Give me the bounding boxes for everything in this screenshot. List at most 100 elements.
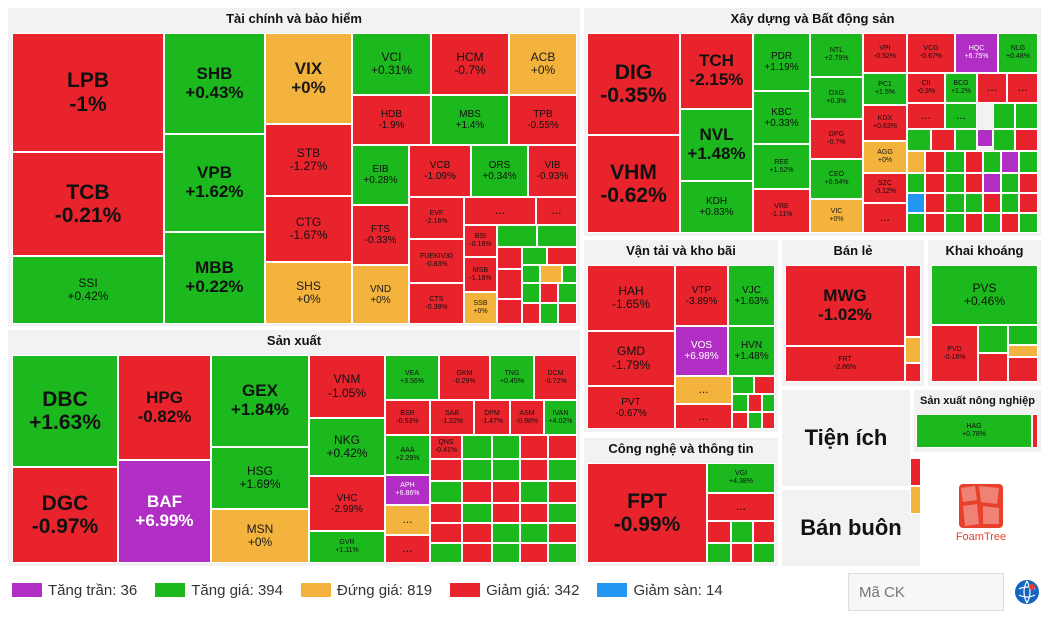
tile-SSB[interactable]: SSB +0%	[464, 292, 497, 324]
small-tile[interactable]	[540, 283, 558, 303]
tile-HQC[interactable]: HQC +6.75%	[955, 33, 998, 73]
tile-GKM[interactable]: GKM -0.29%	[439, 355, 490, 400]
tile-IVAN[interactable]: IVAN +4.02%	[544, 400, 577, 435]
small-tile[interactable]	[548, 459, 577, 481]
small-tile[interactable]	[430, 503, 462, 523]
more-tile[interactable]: ...	[675, 404, 732, 429]
small-tile[interactable]	[1001, 151, 1019, 173]
tile-VCI[interactable]: VCI +0.31%	[352, 33, 431, 95]
small-tile[interactable]	[492, 435, 520, 459]
small-tile[interactable]	[1019, 193, 1038, 213]
tile-CEO[interactable]: CEO +0.54%	[810, 159, 863, 199]
tile-REE[interactable]: REE +1.52%	[753, 144, 810, 189]
small-tile[interactable]	[907, 151, 925, 173]
small-tile[interactable]	[925, 173, 945, 193]
tile-QNS[interactable]: QNS -0.41%	[430, 435, 462, 459]
small-tile[interactable]	[983, 193, 1001, 213]
small-tile[interactable]	[558, 283, 577, 303]
small-tile[interactable]	[905, 363, 921, 382]
small-tile[interactable]	[955, 129, 977, 151]
small-tile[interactable]	[497, 247, 522, 269]
small-tile[interactable]	[497, 269, 522, 299]
tile-PVT[interactable]: PVT -0.67%	[587, 386, 675, 429]
small-tile[interactable]	[762, 394, 775, 412]
small-tile[interactable]	[978, 325, 1008, 353]
tile-AGG[interactable]: AGG +0%	[863, 141, 907, 173]
small-tile[interactable]	[520, 459, 548, 481]
tile-GEX[interactable]: GEX +1.84%	[211, 355, 309, 447]
small-tile[interactable]	[497, 299, 522, 324]
tile-SHB[interactable]: SHB +0.43%	[164, 33, 265, 134]
small-tile[interactable]	[548, 503, 577, 523]
tile-DIG[interactable]: DIG -0.35%	[587, 33, 680, 135]
tile-MSN[interactable]: MSN +0%	[211, 509, 309, 563]
small-tile[interactable]	[462, 543, 492, 563]
tile-NVL[interactable]: NVL +1.48%	[680, 109, 753, 181]
small-tile[interactable]	[537, 225, 577, 247]
small-tile[interactable]	[707, 521, 731, 543]
tile-TPB[interactable]: TPB -0.55%	[509, 95, 577, 145]
small-tile[interactable]	[754, 376, 775, 394]
small-tile[interactable]	[965, 173, 983, 193]
tile-VPB[interactable]: VPB +1.62%	[164, 134, 265, 232]
small-tile[interactable]	[547, 247, 577, 265]
small-tile[interactable]	[983, 151, 1001, 173]
tile-LPB[interactable]: LPB -1%	[12, 33, 164, 152]
small-tile[interactable]	[753, 521, 775, 543]
small-tile[interactable]	[907, 213, 925, 233]
tile-FUEKIV30[interactable]: FUEKIV30 -0.83%	[409, 239, 464, 283]
tile-MBS[interactable]: MBS +1.4%	[431, 95, 509, 145]
tile-FTS[interactable]: FTS -0.33%	[352, 205, 409, 265]
tile-VJC[interactable]: VJC +1.63%	[728, 265, 775, 326]
small-tile[interactable]	[905, 337, 921, 363]
small-tile[interactable]	[430, 481, 462, 503]
small-tile[interactable]	[748, 412, 762, 429]
small-tile[interactable]	[520, 435, 548, 459]
more-tile[interactable]: ...	[536, 197, 577, 225]
tile-EIB[interactable]: EIB +0.28%	[352, 145, 409, 205]
tile-SAB[interactable]: SAB -1.22%	[430, 400, 474, 435]
small-tile[interactable]	[983, 213, 1001, 233]
small-tile[interactable]	[905, 265, 921, 337]
tile-DPG[interactable]: DPG -0.7%	[810, 119, 863, 159]
tile-DBC[interactable]: DBC +1.63%	[12, 355, 118, 467]
small-tile[interactable]	[492, 459, 520, 481]
small-tile[interactable]	[1008, 325, 1038, 345]
small-tile[interactable]	[540, 303, 558, 324]
small-tile[interactable]	[520, 523, 548, 543]
tile-VRE[interactable]: VRE -1.11%	[753, 189, 810, 233]
tile-HAG[interactable]: HAG +0.78%	[916, 414, 1032, 448]
tile-VIC[interactable]: VIC +0%	[810, 199, 863, 233]
small-tile[interactable]	[520, 543, 548, 563]
tile-VNM[interactable]: VNM -1.05%	[309, 355, 385, 418]
tile-VEA[interactable]: VEA +3.56%	[385, 355, 439, 400]
small-tile[interactable]	[548, 523, 577, 543]
small-tile[interactable]	[1019, 213, 1038, 233]
tile-TCH[interactable]: TCH -2.15%	[680, 33, 753, 109]
small-tile[interactable]	[753, 543, 775, 563]
tile-KDX[interactable]: KDX +0.63%	[863, 105, 907, 141]
language-globe-icon[interactable]	[1015, 580, 1039, 604]
small-tile[interactable]	[965, 213, 983, 233]
small-tile[interactable]	[462, 459, 492, 481]
tile-ORS[interactable]: ORS +0.34%	[471, 145, 528, 197]
small-tile[interactable]	[462, 481, 492, 503]
small-tile[interactable]	[907, 193, 925, 213]
small-tile[interactable]	[925, 151, 945, 173]
tile-VND[interactable]: VND +0%	[352, 265, 409, 324]
tile-HSG[interactable]: HSG +1.69%	[211, 447, 309, 509]
more-tile[interactable]: ...	[1007, 73, 1038, 103]
small-tile[interactable]	[1001, 193, 1019, 213]
small-tile[interactable]	[907, 129, 931, 151]
small-tile[interactable]	[977, 129, 993, 147]
small-tile[interactable]	[1019, 173, 1038, 193]
small-tile[interactable]	[931, 129, 955, 151]
small-tile[interactable]	[522, 283, 540, 303]
small-tile[interactable]	[1008, 345, 1038, 357]
tile-CII[interactable]: CII -0.3%	[907, 73, 945, 103]
tile-CTG[interactable]: CTG -1.67%	[265, 196, 352, 262]
small-tile[interactable]	[925, 193, 945, 213]
tile-FRT[interactable]: FRT -2.86%	[785, 346, 905, 382]
tile-BSI[interactable]: BSI -0.16%	[464, 225, 497, 257]
small-tile[interactable]	[462, 523, 492, 543]
